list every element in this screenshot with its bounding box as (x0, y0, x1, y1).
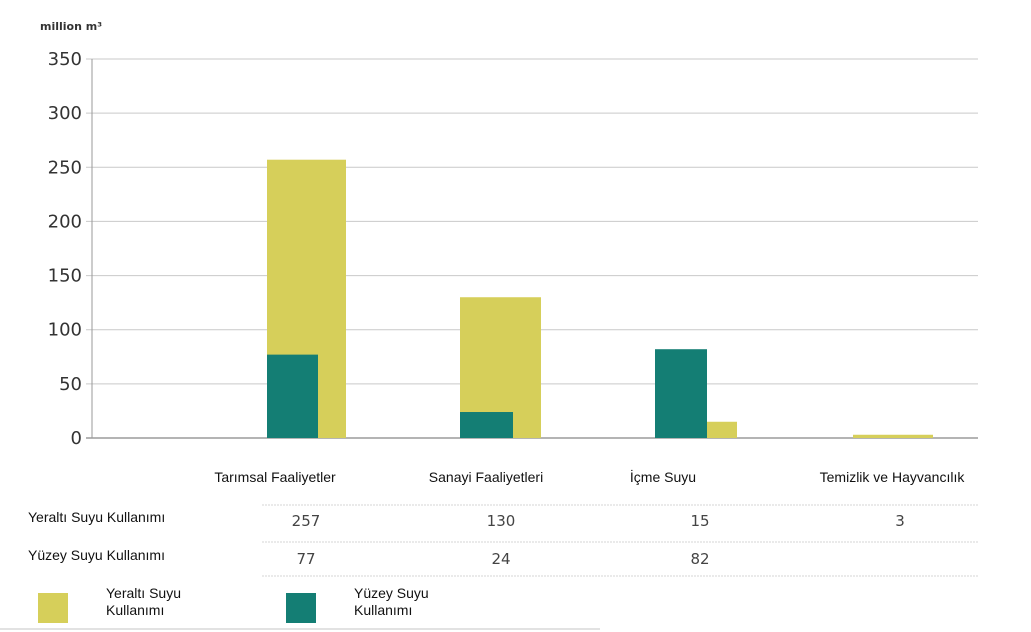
bars (267, 159, 933, 438)
bar-groundwater (707, 421, 737, 438)
legend-label: Yeraltı Suyu (106, 585, 181, 601)
table-cell: 257 (292, 512, 321, 530)
data-table: Yeraltı Suyu Kullanımı 257 130 15 3 Yüzey Suy… (28, 504, 978, 577)
category-label: Tarımsal Faaliyetler (214, 469, 336, 485)
table-cell: 24 (491, 550, 510, 568)
category-label: Sanayi Faaliyetleri (429, 469, 543, 485)
bar-surface (655, 349, 707, 438)
table-row-label: Yeraltı Suyu Kullanımı (28, 509, 165, 525)
legend-label: Yüzey Suyu (354, 585, 429, 601)
y-tick-label: 50 (59, 374, 82, 395)
y-tick-label: 250 (48, 157, 82, 178)
category-label: İçme Suyu (630, 468, 696, 485)
y-axis-unit-label: million m³ (40, 20, 102, 33)
category-label: Temizlik ve Hayvancılık (820, 469, 966, 485)
table-row-label: Yüzey Suyu Kullanımı (28, 547, 165, 563)
y-tick-label: 150 (48, 266, 82, 287)
y-tick-label: 0 (71, 428, 82, 449)
y-tick-label: 200 (48, 211, 82, 232)
y-axis-ticks: 0 50 100 150 200 250 300 350 (48, 49, 82, 449)
y-tick-label: 350 (48, 49, 82, 70)
y-tick-label: 300 (48, 103, 82, 124)
legend-label: Kullanımı (106, 602, 164, 618)
legend-swatch-groundwater (38, 593, 68, 623)
bar-surface (267, 354, 318, 438)
table-cell: 77 (296, 550, 315, 568)
y-tick-label: 100 (48, 320, 82, 341)
bar-groundwater (853, 434, 933, 438)
table-cell: 3 (895, 512, 905, 530)
bar-surface (460, 412, 513, 438)
table-cell: 82 (690, 550, 709, 568)
table-cell: 15 (690, 512, 709, 530)
category-labels: Tarımsal Faaliyetler Sanayi Faaliyetleri İ… (214, 468, 965, 485)
grid-lines (86, 58, 978, 439)
legend-label: Kullanımı (354, 602, 412, 618)
legend-swatch-surface (286, 593, 316, 623)
table-cell: 130 (487, 512, 516, 530)
